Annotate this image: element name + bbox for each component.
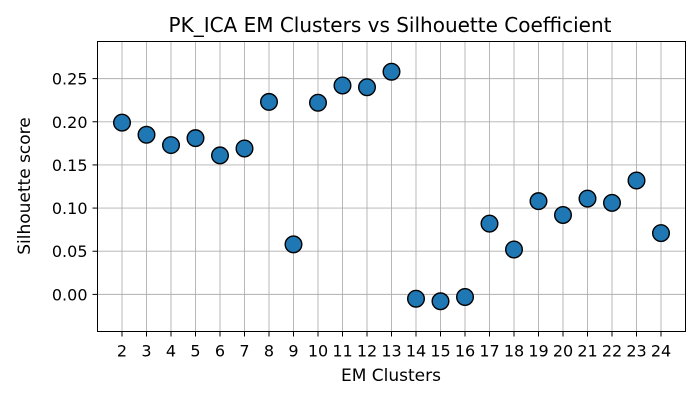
- x-tick-label: 23: [626, 342, 646, 361]
- data-point: [456, 287, 475, 306]
- data-point: [578, 189, 597, 208]
- y-tick-label: 0.15: [52, 156, 88, 175]
- data-point: [431, 292, 450, 311]
- y-axis-ticks: 0.00 0.05 0.10 0.15 0.20 0.25: [52, 70, 98, 304]
- x-axis-label: EM Clusters: [341, 366, 441, 386]
- x-tick-label: 18: [504, 342, 524, 361]
- data-point: [137, 125, 156, 144]
- x-tick-label: 4: [166, 342, 176, 361]
- data-point: [358, 78, 377, 97]
- data-point: [480, 214, 499, 233]
- x-tick-label: 10: [308, 342, 328, 361]
- x-tick-label: 20: [553, 342, 573, 361]
- data-point: [554, 205, 573, 224]
- x-tick-label: 15: [430, 342, 450, 361]
- data-point: [235, 139, 254, 158]
- y-tick-label: 0.00: [52, 285, 88, 304]
- x-tick-label: 21: [577, 342, 597, 361]
- x-tick-label: 5: [190, 342, 200, 361]
- x-tick-label: 11: [332, 342, 352, 361]
- x-tick-label: 2: [117, 342, 127, 361]
- plot-frame: [97, 41, 686, 332]
- x-tick-label: 7: [239, 342, 249, 361]
- data-point: [161, 136, 180, 155]
- data-point: [529, 192, 548, 211]
- chart-title: PK_ICA EM Clusters vs Silhouette Coeffic…: [169, 13, 612, 37]
- x-tick-label: 3: [141, 342, 151, 361]
- x-tick-label: 13: [381, 342, 401, 361]
- data-point: [186, 129, 205, 148]
- data-point: [603, 193, 622, 212]
- data-point: [652, 224, 671, 243]
- grid-layer: [97, 41, 686, 332]
- x-tick-label: 12: [357, 342, 377, 361]
- y-tick-label: 0.25: [52, 70, 88, 89]
- x-tick-label: 17: [479, 342, 499, 361]
- data-point: [505, 240, 524, 259]
- x-axis-ticks: 2 3 4 5 6 7 8 9 10 11 12 13 14 15 16 17 18 19 20 21 22 23 24: [117, 331, 671, 361]
- data-point: [284, 235, 303, 254]
- data-point: [333, 76, 352, 95]
- data-point: [210, 146, 229, 165]
- x-tick-label: 24: [651, 342, 671, 361]
- data-point: [112, 113, 131, 132]
- x-tick-label: 19: [528, 342, 548, 361]
- y-tick-label: 0.20: [52, 113, 88, 132]
- x-tick-label: 9: [288, 342, 298, 361]
- y-tick-label: 0.10: [52, 199, 88, 218]
- data-point: [260, 92, 279, 111]
- x-tick-label: 8: [264, 342, 274, 361]
- y-tick-label: 0.05: [52, 242, 88, 261]
- data-points: [112, 62, 671, 311]
- x-tick-label: 16: [455, 342, 475, 361]
- data-point: [382, 62, 401, 81]
- data-point: [309, 93, 328, 112]
- x-tick-label: 22: [602, 342, 622, 361]
- y-axis-label: Silhouette score: [15, 117, 35, 255]
- data-point: [627, 171, 646, 190]
- x-tick-label: 14: [406, 342, 426, 361]
- x-tick-label: 6: [215, 342, 225, 361]
- data-point: [407, 289, 426, 308]
